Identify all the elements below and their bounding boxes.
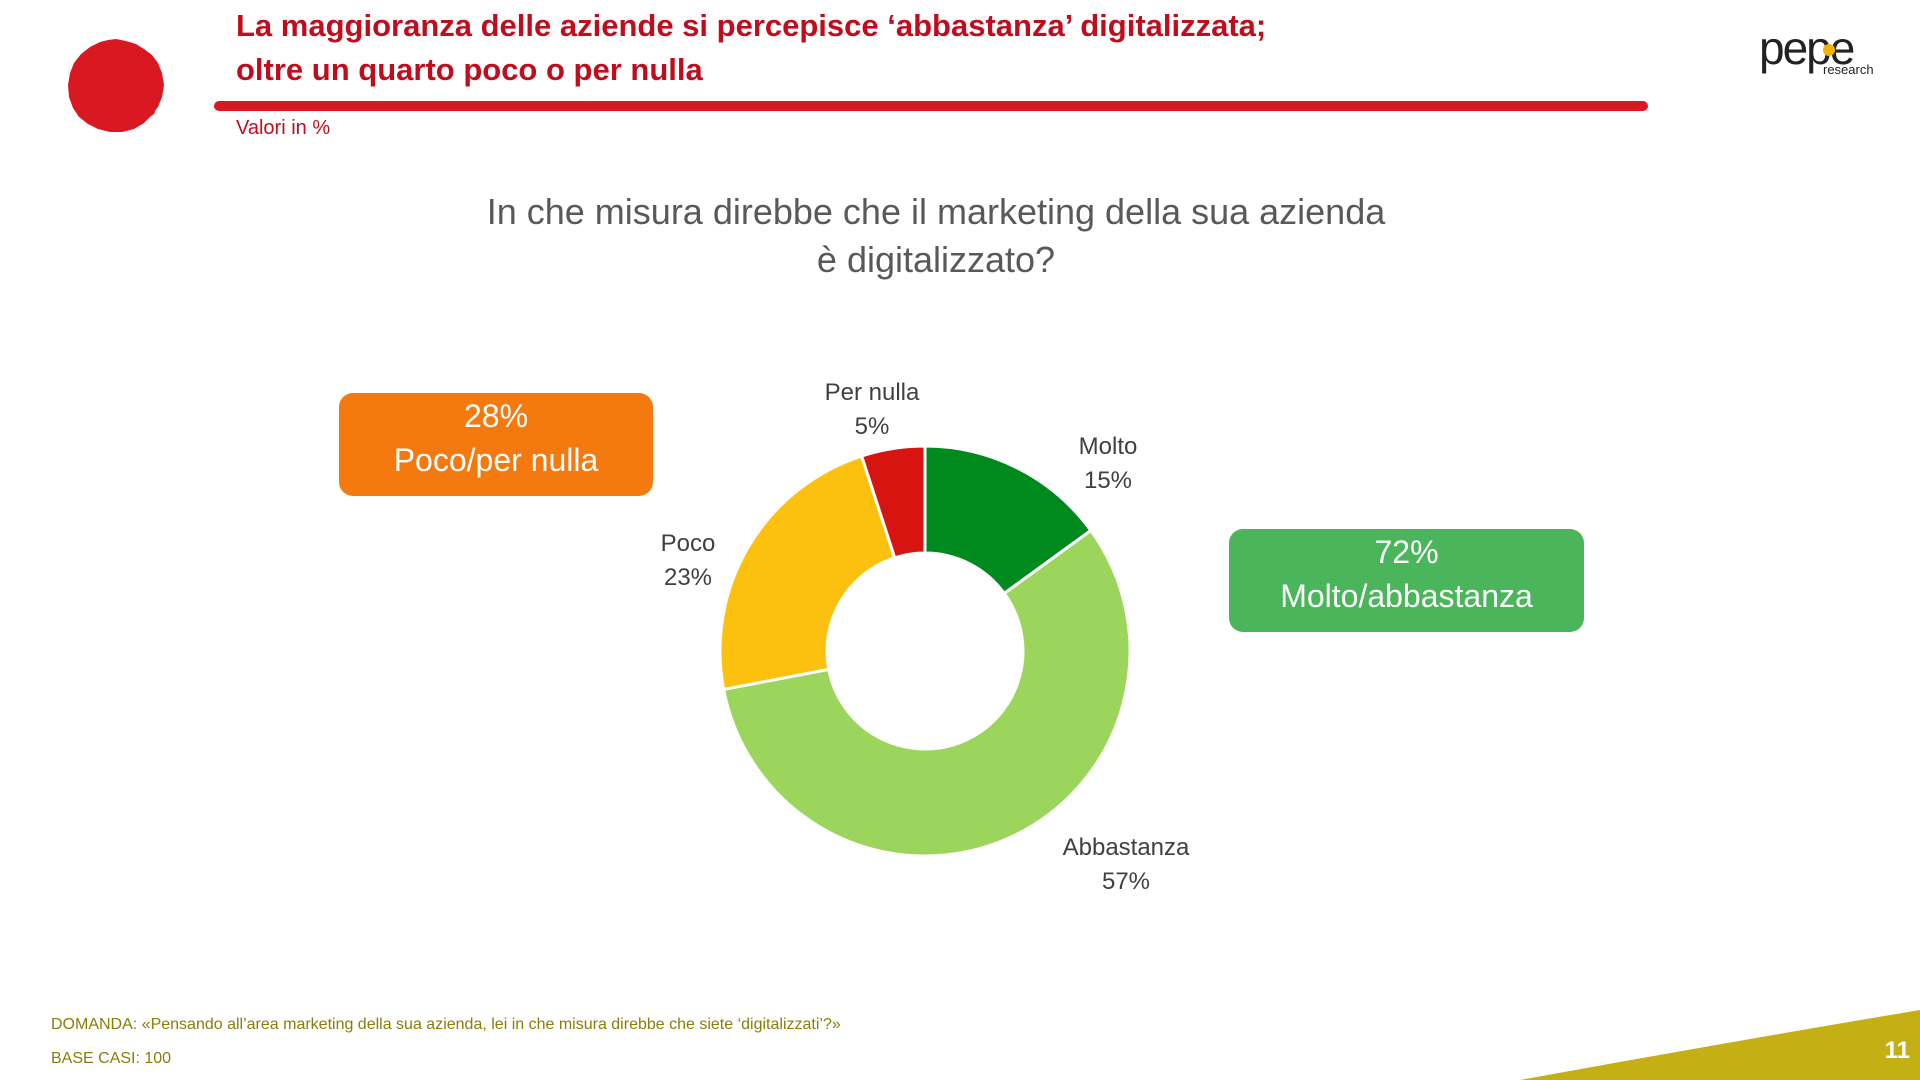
- slice-label-name: Molto: [1078, 433, 1138, 460]
- slice-label-name: Per nulla: [824, 379, 920, 406]
- slice-label-molto: Molto 15%: [1008, 430, 1208, 498]
- chart-title-line-1: In che misura direbbe che il marketing d…: [486, 191, 1386, 232]
- pepe-research-logo: pepe research: [1759, 22, 1874, 77]
- logo-subtext: research: [1823, 62, 1874, 77]
- donut-slice-abbastanza: [721, 528, 1132, 858]
- logo-dot-icon: [1823, 44, 1835, 56]
- summary-value: 72%: [1374, 534, 1439, 570]
- summary-box-molto-abbastanza: 72% Molto/abbastanza: [1229, 529, 1584, 632]
- summary-value: 28%: [463, 398, 529, 434]
- page-title: La maggioranza delle aziende si percepis…: [236, 4, 1266, 92]
- footer-base: BASE CASI: 100: [51, 1050, 172, 1067]
- summary-label: Molto/abbastanza: [1280, 578, 1533, 614]
- slice-label-value: 57%: [1101, 868, 1151, 895]
- title-line-1: La maggioranza delle aziende si percepis…: [236, 8, 1267, 43]
- slice-label-value: 5%: [854, 413, 890, 440]
- values-note: Valori in %: [236, 117, 331, 139]
- slice-label-abbastanza: Abbastanza 57%: [1026, 831, 1226, 899]
- corner-decoration: [1520, 1010, 1920, 1080]
- logo-text: pepe: [1759, 22, 1854, 74]
- title-underline: [214, 101, 1648, 111]
- slice-label-name: Poco: [660, 530, 716, 557]
- slice-label-poco: Poco 23%: [588, 527, 788, 595]
- red-blob-icon: [68, 39, 164, 132]
- summary-box-poco-per-nulla: 28% Poco/per nulla: [339, 393, 653, 496]
- page-number: 11: [1884, 1037, 1910, 1064]
- chart-title: In che misura direbbe che il marketing d…: [336, 188, 1536, 284]
- donut-slice-poco: [718, 454, 897, 692]
- chart-title-line-2: è digitalizzato?: [816, 239, 1056, 280]
- footer-question: DOMANDA: «Pensando all’area marketing de…: [51, 1016, 841, 1033]
- slice-label-name: Abbastanza: [1062, 834, 1190, 861]
- slice-label-value: 15%: [1083, 467, 1133, 494]
- donut-slice-per-nulla: [859, 444, 927, 560]
- slice-label-value: 23%: [663, 564, 713, 591]
- title-line-2: oltre un quarto poco o per nulla: [236, 52, 703, 87]
- donut-slice-molto: [923, 444, 1093, 596]
- summary-label: Poco/per nulla: [393, 442, 599, 478]
- slice-label-per-nulla: Per nulla 5%: [772, 376, 972, 444]
